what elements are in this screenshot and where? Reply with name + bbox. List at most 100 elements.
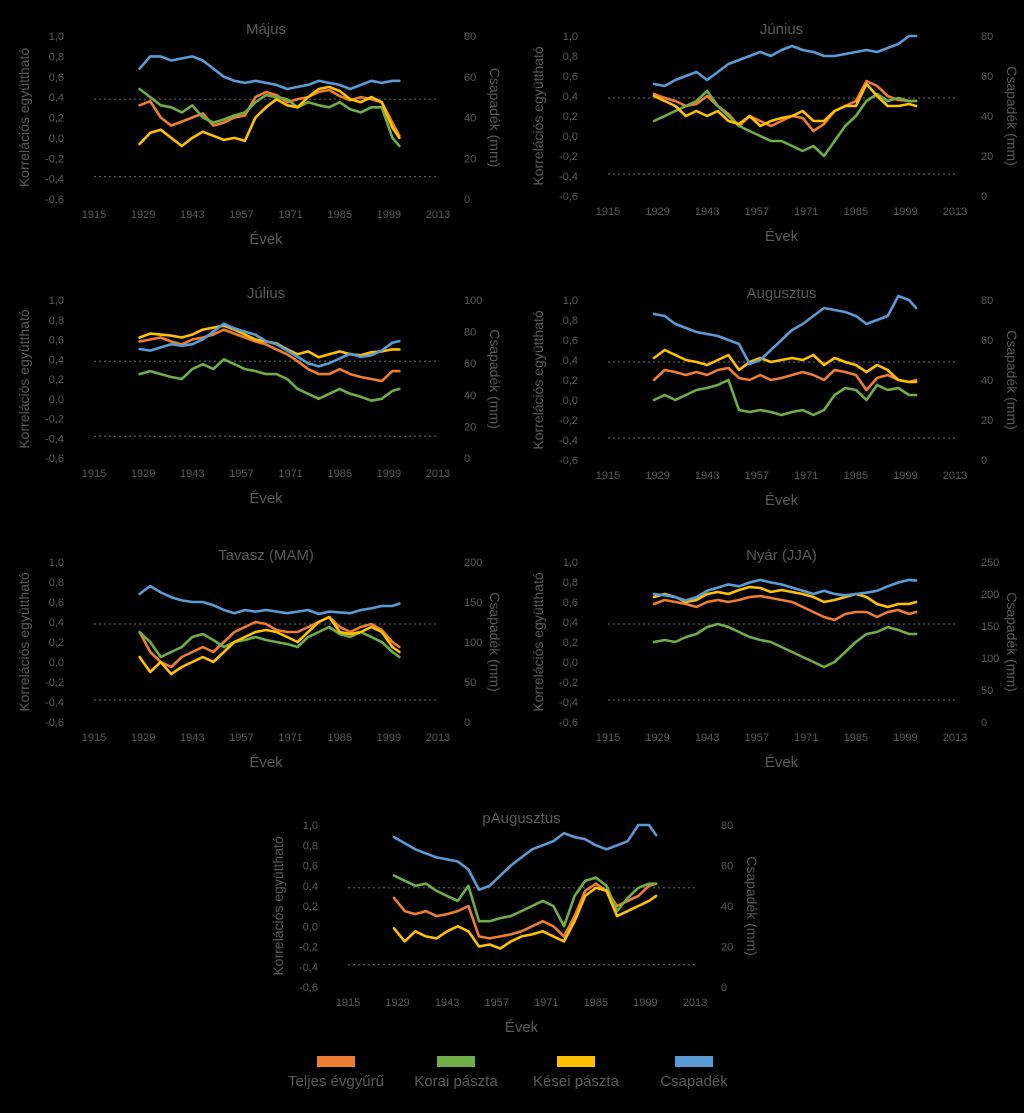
- y-tick-label: 0,0: [563, 395, 578, 407]
- figure: Május -0,6 -0,4 -0,2 0,0 0,2 0,4 0,6 0,8 1,0 0 20 40…: [16, 21, 1020, 1036]
- chart-title: Augusztus: [746, 285, 816, 302]
- x-tick-label: 1929: [645, 732, 669, 744]
- y-tick-label: 0,6: [303, 861, 318, 873]
- y-tick-label: -0,4: [45, 174, 64, 186]
- y-tick-label: 0,4: [49, 617, 64, 629]
- x-tick-label: 1929: [131, 468, 155, 480]
- y-tick-label: 0,0: [49, 133, 64, 145]
- x-tick-label: 1929: [131, 732, 155, 744]
- y-tick-label: 0,4: [563, 355, 578, 367]
- x-tick-label: 1999: [893, 470, 917, 482]
- x-tick-label: 1985: [844, 206, 868, 218]
- series-line-korai-paszta: [652, 378, 918, 417]
- y2-tick-label: 0: [721, 982, 727, 994]
- x-tick-label: 1985: [327, 209, 351, 221]
- x-axis-label: Évek: [505, 1019, 539, 1036]
- x-tick-label: 1957: [229, 468, 253, 480]
- y-axis-label: Korrelációs együttható: [16, 572, 32, 712]
- y-axis-label: Korrelációs együttható: [16, 309, 32, 449]
- series-line-kesei-paszta: [652, 585, 918, 609]
- x-tick-label: 1985: [327, 468, 351, 480]
- series-line-csapadek: [138, 322, 401, 368]
- y2-axis-label: Csapadék (mm): [487, 68, 503, 168]
- x-tick-label: 1957: [229, 209, 253, 221]
- y2-tick-label: 100: [981, 653, 999, 665]
- y-tick-label: -0,2: [45, 153, 64, 165]
- series-line-korai-paszta: [652, 89, 918, 158]
- chart-title: Június: [760, 21, 803, 38]
- y-tick-label: -0,6: [45, 453, 64, 465]
- x-tick-label: 1915: [82, 468, 106, 480]
- x-axis-label: Évek: [765, 754, 799, 771]
- x-tick-label: 2013: [426, 468, 450, 480]
- chart-panel-paugusztus: pAugusztus -0,6 -0,4 -0,2 0,0 0,2 0,4 0,6 0,8 1,0…: [270, 810, 760, 1036]
- x-tick-label: 1915: [596, 732, 620, 744]
- y-axis-label: Korrelációs együttható: [530, 572, 546, 712]
- y-tick-label: 1,0: [49, 31, 64, 43]
- series-line-csapadek: [652, 578, 918, 602]
- y-axis-label: Korrelációs együttható: [530, 310, 546, 450]
- x-tick-label: 1957: [229, 732, 253, 744]
- x-axis-label: Évek: [249, 231, 283, 248]
- chart-title: Tavasz (MAM): [218, 547, 314, 564]
- x-tick-label: 1929: [131, 209, 155, 221]
- y-tick-label: -0,4: [559, 697, 578, 709]
- x-tick-label: 1999: [893, 206, 917, 218]
- y2-tick-label: 0: [981, 191, 987, 203]
- y-tick-label: -0,6: [299, 982, 318, 994]
- series-line-korai-paszta: [652, 622, 918, 669]
- x-tick-label: 1929: [645, 206, 669, 218]
- x-tick-label: 1985: [327, 732, 351, 744]
- y-tick-label: 0,2: [49, 113, 64, 125]
- series-line-teljes-evgyuru: [138, 88, 401, 138]
- series-line-teljes-evgyuru: [138, 615, 401, 669]
- x-tick-label: 2013: [943, 470, 967, 482]
- y-tick-label: 0,2: [49, 374, 64, 386]
- y-tick-label: 0,2: [303, 901, 318, 913]
- y-axis-label: Korrelációs együttható: [16, 48, 32, 188]
- y2-tick-label: 60: [981, 335, 993, 347]
- y-tick-label: -0,4: [299, 962, 318, 974]
- y2-tick-label: 20: [464, 421, 476, 433]
- y-tick-label: 0,4: [303, 881, 318, 893]
- y2-axis-label: Csapadék (mm): [1004, 592, 1020, 692]
- y-tick-label: 0,2: [563, 637, 578, 649]
- legend: Teljes évgyűrű Korai pászta Kései pászta…: [0, 1056, 1024, 1096]
- legend-label-csapadek: Csapadék: [660, 1073, 728, 1090]
- series-line-kesei-paszta: [138, 85, 401, 148]
- y-tick-label: -0,6: [45, 194, 64, 206]
- y-tick-label: 0,4: [49, 92, 64, 104]
- y-tick-label: 0,6: [49, 335, 64, 347]
- y2-tick-label: 40: [981, 111, 993, 123]
- legend-label-korai-paszta: Korai pászta: [414, 1073, 498, 1090]
- x-tick-label: 1999: [633, 997, 657, 1009]
- x-tick-label: 2013: [683, 997, 707, 1009]
- y2-axis-label: Csapadék (mm): [1004, 330, 1020, 430]
- x-tick-label: 1943: [180, 732, 204, 744]
- x-tick-label: 1915: [336, 997, 360, 1009]
- y-tick-label: 0,0: [49, 657, 64, 669]
- y-tick-label: 0,8: [49, 51, 64, 63]
- x-axis-label: Évek: [249, 754, 283, 771]
- y2-axis-label: Csapadék (mm): [487, 329, 503, 429]
- series-line-csapadek: [652, 294, 918, 366]
- y-axis-label: Korrelációs együttható: [270, 836, 286, 976]
- chart-title: Nyár (JJA): [746, 547, 817, 564]
- y2-tick-label: 80: [981, 31, 993, 43]
- x-tick-label: 1943: [695, 206, 719, 218]
- y-axis-label: Korrelációs együttható: [530, 46, 546, 186]
- y-tick-label: 0,6: [563, 597, 578, 609]
- series-line-csapadek: [652, 34, 918, 88]
- x-tick-label: 2013: [943, 206, 967, 218]
- y-tick-label: 0,8: [49, 577, 64, 589]
- y2-tick-label: 60: [981, 71, 993, 83]
- legend-label-kesei-paszta: Kései pászta: [533, 1073, 619, 1090]
- y-tick-label: 0,0: [563, 131, 578, 143]
- x-tick-label: 1943: [435, 997, 459, 1009]
- y2-tick-label: 20: [981, 151, 993, 163]
- x-tick-label: 1999: [893, 732, 917, 744]
- y2-tick-label: 200: [464, 557, 482, 569]
- y2-tick-label: 40: [464, 390, 476, 402]
- y-tick-label: 1,0: [303, 820, 318, 832]
- y2-tick-label: 100: [464, 637, 482, 649]
